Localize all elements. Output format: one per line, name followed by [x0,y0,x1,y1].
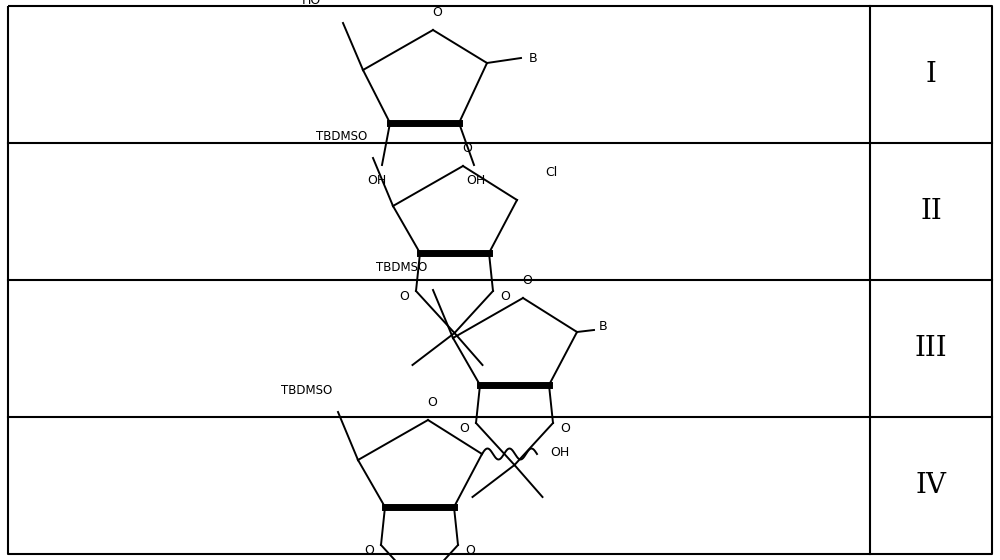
Text: III: III [915,335,947,362]
Text: OH: OH [367,174,387,186]
Text: OH: OH [466,174,486,186]
Text: O: O [500,290,510,302]
Text: IV: IV [915,472,946,499]
Text: OH: OH [550,446,569,459]
Text: O: O [465,544,475,557]
Text: HO: HO [302,0,321,7]
Text: Cl: Cl [545,166,557,179]
Text: I: I [926,61,936,88]
Text: O: O [560,422,570,435]
Text: TBDMSO: TBDMSO [281,384,332,396]
Text: B: B [529,52,538,64]
Text: TBDMSO: TBDMSO [376,262,427,274]
Text: II: II [920,198,942,225]
Text: O: O [462,142,472,156]
Text: O: O [427,396,437,409]
Text: O: O [459,422,469,435]
Text: TBDMSO: TBDMSO [316,129,367,142]
Text: O: O [364,544,374,557]
Text: O: O [432,7,442,20]
Text: O: O [399,290,409,302]
Text: O: O [522,274,532,287]
Text: B: B [599,320,608,334]
